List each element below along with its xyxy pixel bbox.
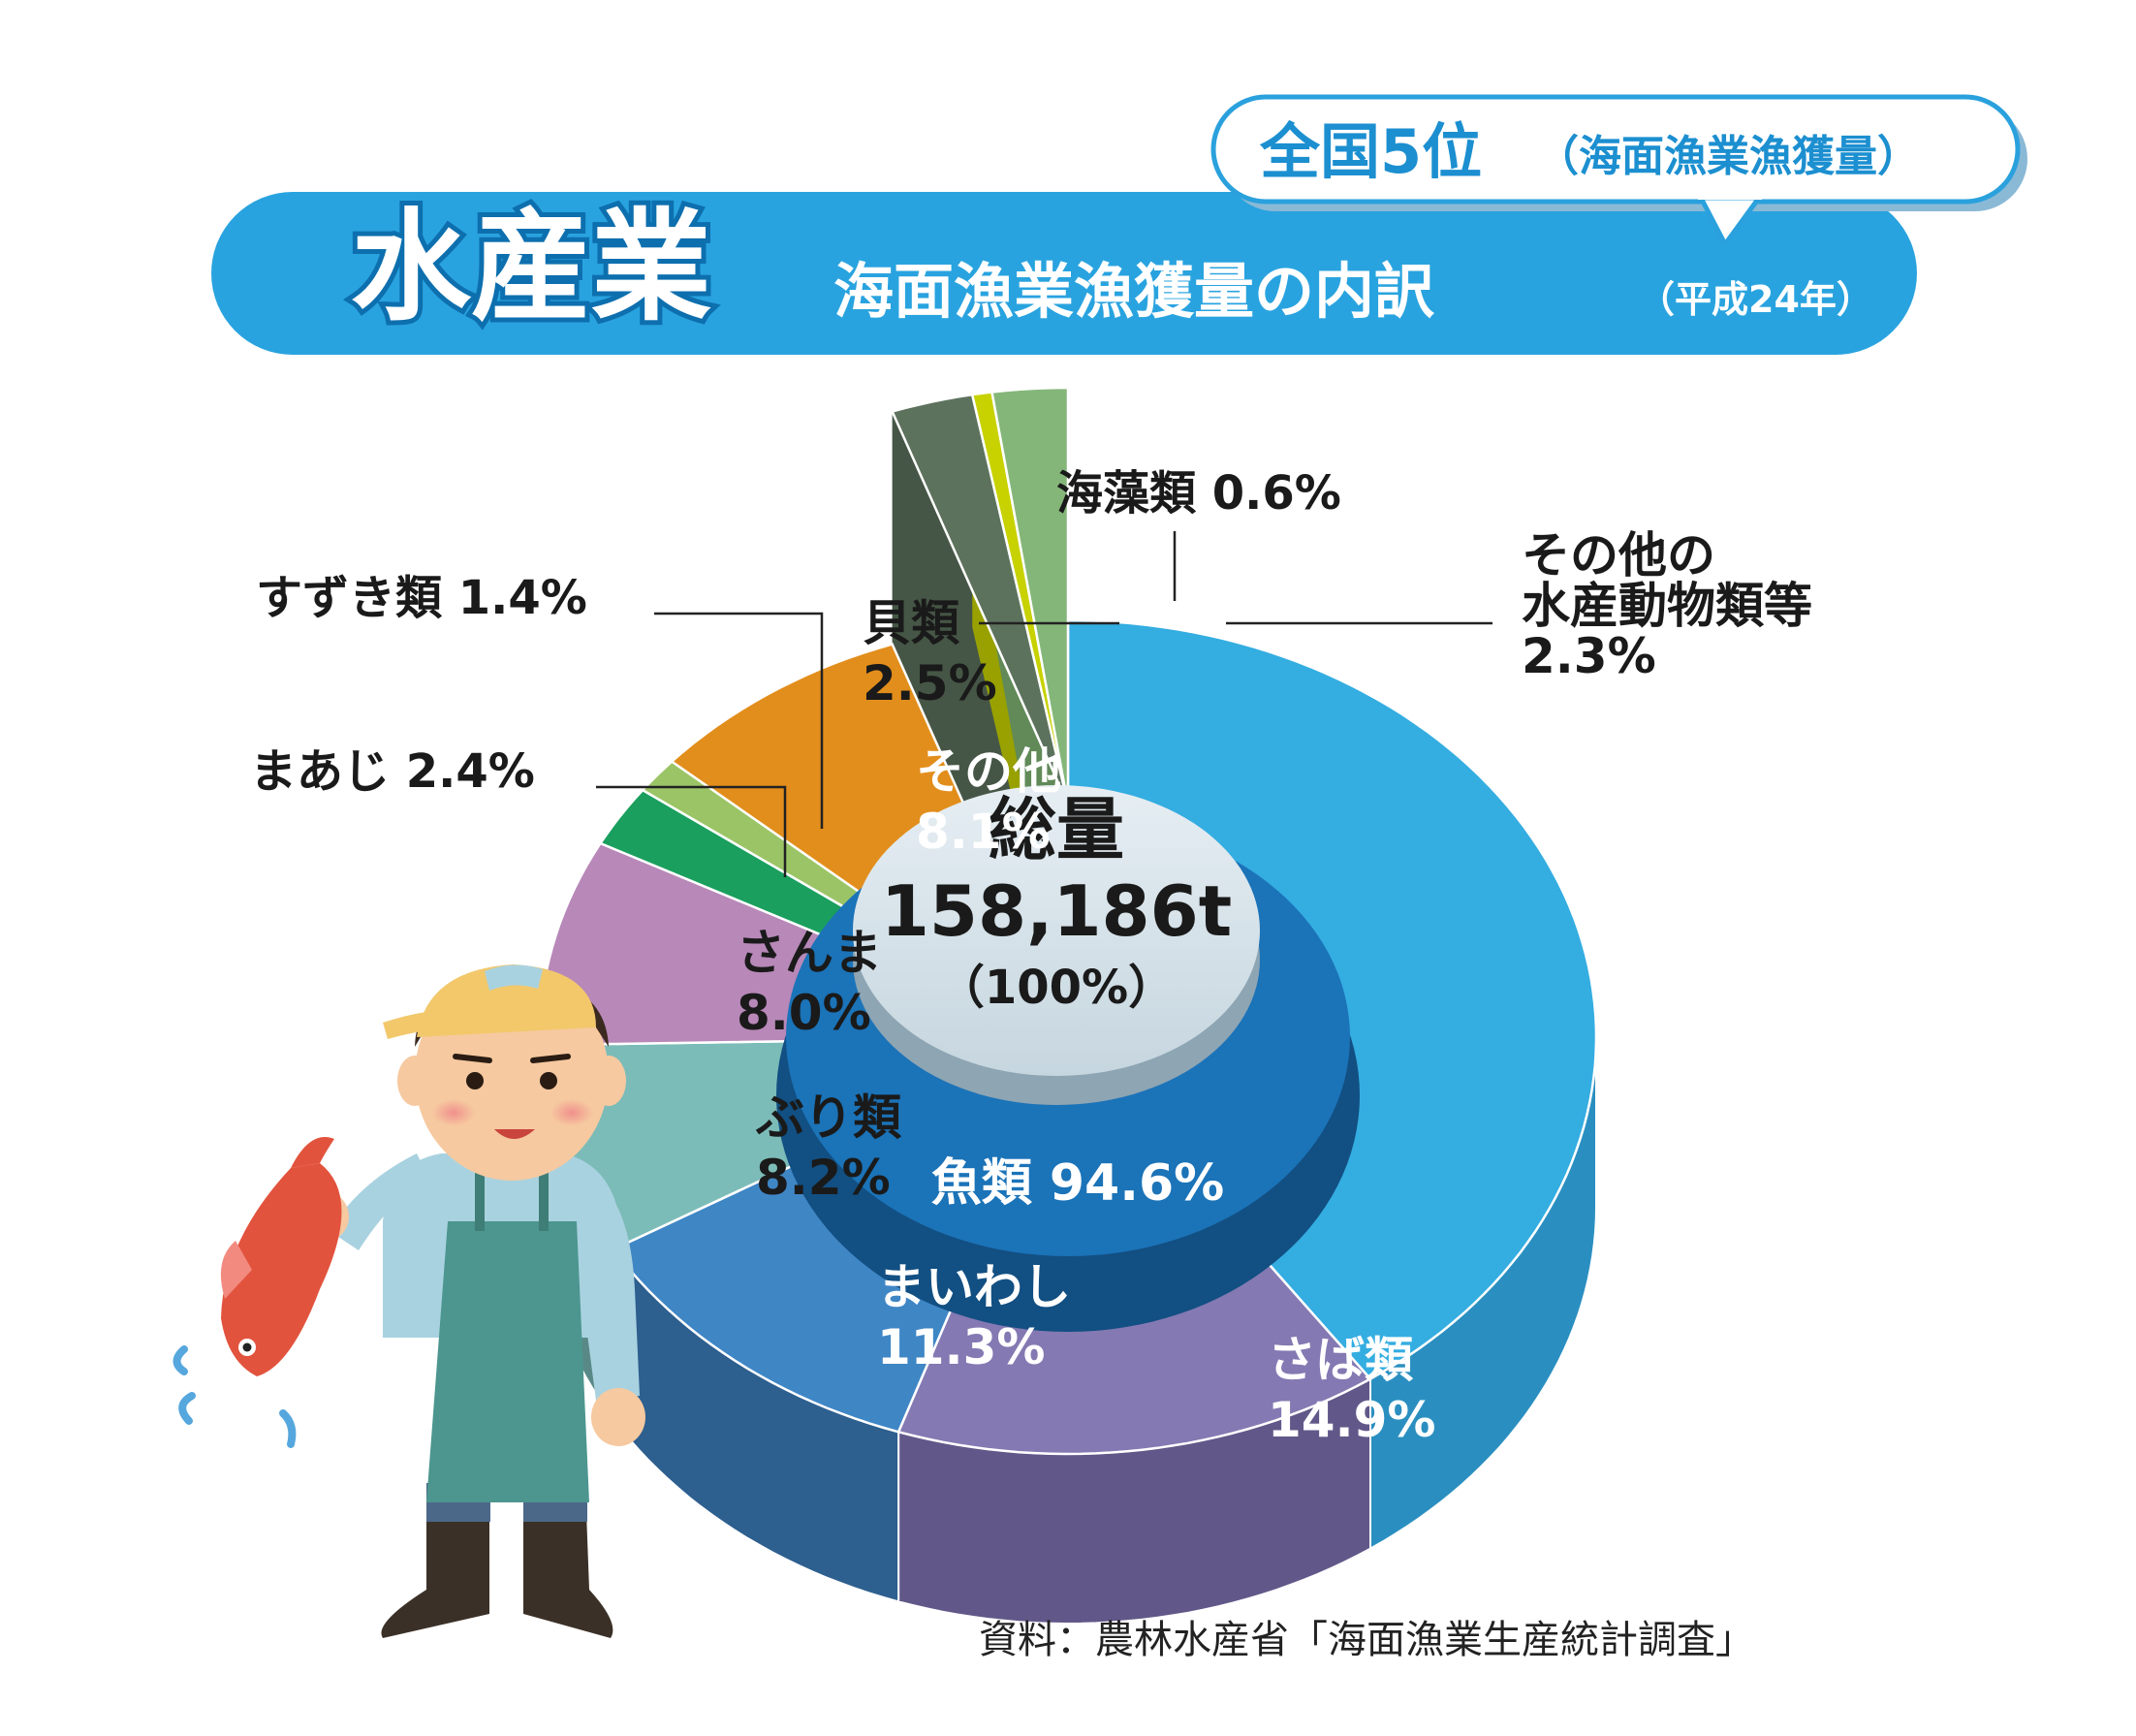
splash-bottom [279,1409,297,1448]
slice-value-10: 2.3% [1522,628,1656,684]
ear-left [397,1056,432,1106]
badge-bubble [1210,94,2021,205]
right-arm [581,1168,640,1401]
center-cylinder-top [853,785,1260,1076]
slice-label-line-1-0: さば類 [1268,1332,1414,1388]
center-label: 総量 [989,790,1124,869]
slice-label-line-0-1: いわし [1609,975,1754,1031]
rank-badge: 全国5位 （海面漁業漁獲量） [1210,94,2027,247]
fish-tail [291,1137,334,1168]
slice-label-line-2-0: まいわし [877,1259,1071,1315]
slice-label-9: 海藻類 0.6% [1056,466,1341,521]
slice-label-line-0-0: かたくち [1609,915,1803,971]
pie-slice-10 [990,386,1070,805]
slice-label-line-10-1: 水産動物類等 [1522,578,1812,634]
eye-right [540,1072,557,1089]
splash-left [173,1345,188,1375]
slice-value-7: 8.1% [916,804,1051,860]
fisherman-illustration [173,964,645,1638]
eye-left [466,1072,484,1089]
title-plate [254,229,797,330]
splash-left-2 [178,1392,196,1425]
pie-slice-8 [890,393,1070,805]
pie-labels: かたくちいわし40.3%さば類14.9%まいわし11.3%ぶり類8.2%さんま8… [250,466,1812,1448]
slice-label-text-6: すずき類 1.4% [256,571,587,625]
right-boot [523,1512,613,1638]
cap-patch [485,964,543,991]
leader-line-maaji [596,785,787,877]
slice-value-8: 2.5% [863,655,997,711]
badge-note: （海面漁業漁獲量） [1536,132,1920,181]
slice-value-0: 40.3% [1609,1035,1776,1091]
slice-label-line-3-0: ぶり類 [755,1089,902,1146]
slice-label-text-5: まあじ 2.4% [250,744,535,799]
ear-right [591,1056,626,1106]
mouth [494,1129,535,1139]
fish-fin [220,1241,252,1299]
slice-label-8: 貝類2.5% [863,595,997,711]
leader-lines [596,531,1492,877]
badge-pointer-mask [1698,190,1762,200]
slice-value-4: 8.0% [737,985,871,1041]
cheek-left [432,1099,475,1126]
total-value: 158,186t [881,870,1232,952]
brow-right [530,1054,571,1063]
slice-label-text-9: 海藻類 0.6% [1056,466,1341,521]
cheek-right [550,1099,593,1126]
sea-bream-fish [220,1137,342,1376]
right-hand [591,1388,645,1446]
header-banner: 水産業 海面漁業漁獲量の内訳 （平成24年） [211,192,1917,355]
page-title: 水産業 [351,198,711,337]
inner-ring-label: 魚類 94.6% [931,1154,1225,1213]
slice-label-line-7-0: その他 [916,743,1061,800]
leader-line-suzuki [654,612,824,829]
badge-rank: 全国5位 [1259,116,1482,187]
source-note: 資料：農林水産省「海面漁業生産統計調査」 [979,1618,1754,1662]
apron-strap-right [539,1153,549,1231]
chart-subtitle: 海面漁業漁獲量の内訳 [833,256,1435,327]
slice-label-6: すずき類 1.4% [256,571,587,625]
slice-label-line-4-0: さんま [737,925,882,981]
total-percent: （100%） [938,961,1175,1015]
apron-strap-left [475,1153,485,1231]
cap-brim [383,1008,528,1039]
slice-label-line-10-0: その他の [1522,527,1715,584]
slice-label-line-8-0: 貝類 [863,595,960,651]
slice-value-1: 14.9% [1268,1392,1435,1448]
year-note: （平成24年） [1638,278,1873,321]
slice-value-3: 8.2% [756,1150,891,1206]
fish-body [221,1163,342,1376]
left-arm [330,1153,426,1250]
apron [426,1221,589,1502]
slice-label-5: まあじ 2.4% [250,744,535,799]
left-boot [381,1512,489,1638]
slice-value-2: 11.3% [877,1319,1045,1375]
fish-pupil [242,1342,252,1352]
brow-left [453,1054,492,1063]
